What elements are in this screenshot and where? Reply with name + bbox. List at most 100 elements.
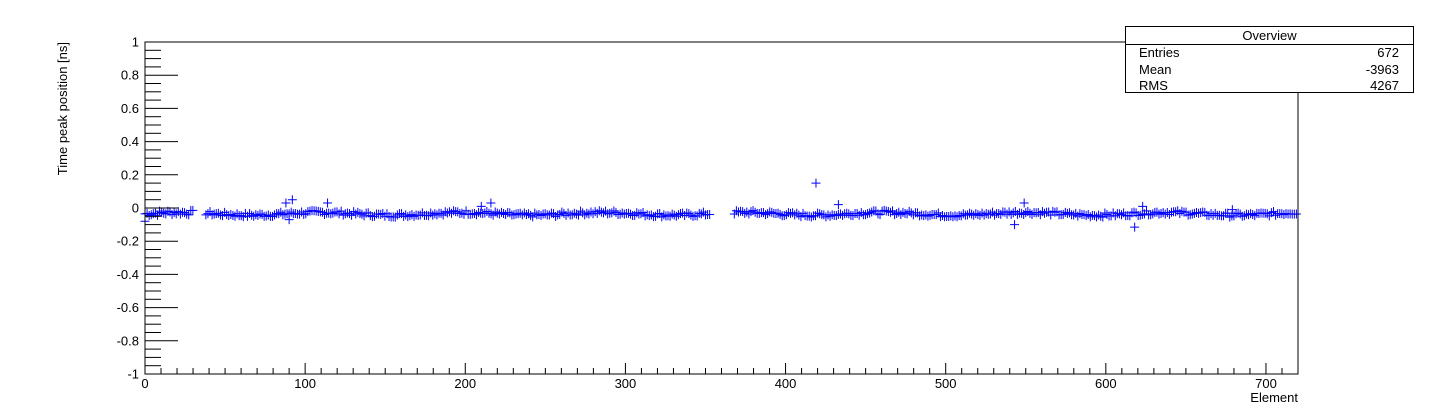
data-point bbox=[426, 208, 436, 218]
data-point bbox=[1114, 209, 1124, 219]
data-point bbox=[686, 210, 696, 220]
y-tick-label: 0.4 bbox=[121, 134, 139, 149]
data-point bbox=[1250, 211, 1260, 221]
data-point bbox=[1194, 208, 1204, 218]
data-point bbox=[323, 198, 333, 208]
data-point bbox=[806, 212, 816, 222]
data-points bbox=[140, 178, 1301, 232]
data-point bbox=[530, 208, 540, 218]
data-point bbox=[482, 207, 492, 217]
data-point bbox=[1010, 220, 1020, 230]
data-point bbox=[236, 211, 246, 221]
data-point bbox=[1237, 211, 1247, 221]
data-point bbox=[499, 208, 509, 218]
data-point bbox=[811, 178, 821, 188]
data-point bbox=[232, 209, 242, 219]
data-point bbox=[879, 205, 889, 215]
data-point bbox=[815, 209, 825, 219]
data-point bbox=[860, 210, 870, 220]
data-point bbox=[865, 208, 875, 218]
data-point bbox=[1017, 208, 1027, 218]
data-point bbox=[923, 211, 933, 221]
data-point bbox=[1069, 210, 1079, 220]
data-point bbox=[1064, 208, 1074, 218]
data-point bbox=[898, 207, 908, 217]
data-point bbox=[867, 207, 877, 217]
stats-box: Overview Entries 672 Mean -3963 RMS 4267 bbox=[1125, 26, 1414, 93]
data-point bbox=[576, 206, 586, 216]
stats-label: RMS bbox=[1139, 78, 1168, 93]
data-point bbox=[471, 210, 481, 220]
data-point bbox=[342, 208, 352, 218]
data-point bbox=[908, 210, 918, 220]
data-point bbox=[979, 210, 989, 220]
data-point bbox=[457, 208, 467, 218]
data-point bbox=[669, 210, 679, 220]
data-point bbox=[453, 207, 463, 217]
data-point bbox=[1027, 209, 1037, 219]
data-point bbox=[925, 210, 935, 220]
x-tick-label: 700 bbox=[1255, 376, 1277, 391]
data-point bbox=[673, 210, 683, 220]
data-point bbox=[476, 201, 486, 211]
stats-value: 672 bbox=[1377, 45, 1399, 60]
data-point bbox=[157, 207, 167, 217]
data-point bbox=[332, 207, 342, 217]
data-point bbox=[607, 208, 617, 218]
x-tick-label: 400 bbox=[775, 376, 797, 391]
data-point bbox=[1185, 210, 1195, 220]
data-point bbox=[276, 207, 286, 217]
data-point bbox=[646, 210, 656, 220]
x-axis-ticks: 0 100 200 300 400 500 600 700 bbox=[141, 363, 1299, 391]
data-point bbox=[692, 211, 702, 221]
data-point bbox=[657, 212, 667, 222]
data-point bbox=[1094, 210, 1104, 220]
data-point bbox=[1269, 207, 1278, 217]
data-point bbox=[1187, 209, 1197, 219]
data-point bbox=[758, 208, 768, 218]
x-tick-label: 300 bbox=[615, 376, 637, 391]
data-point bbox=[338, 210, 348, 220]
data-point bbox=[885, 207, 895, 217]
data-point bbox=[821, 212, 831, 222]
data-point bbox=[892, 208, 902, 218]
data-point bbox=[281, 198, 291, 208]
data-point bbox=[1058, 209, 1068, 219]
data-point bbox=[369, 211, 379, 221]
data-point bbox=[1146, 210, 1156, 220]
data-point bbox=[1210, 208, 1220, 218]
data-point bbox=[188, 205, 198, 215]
data-point bbox=[484, 208, 494, 218]
data-point bbox=[159, 208, 169, 218]
data-point bbox=[833, 200, 843, 210]
y-tick-label: -0.8 bbox=[117, 333, 139, 348]
data-point bbox=[1171, 207, 1181, 217]
data-point bbox=[569, 208, 579, 218]
data-point bbox=[994, 209, 1004, 219]
data-point bbox=[952, 212, 962, 222]
x-tick-label: 500 bbox=[935, 376, 957, 391]
data-point bbox=[449, 206, 459, 216]
data-point bbox=[1291, 209, 1301, 219]
data-point bbox=[1062, 208, 1072, 218]
y-tick-label: -1 bbox=[127, 367, 139, 382]
data-point bbox=[509, 210, 519, 220]
data-point bbox=[1177, 206, 1187, 216]
data-point bbox=[825, 211, 835, 221]
y-tick-label: -0.2 bbox=[117, 234, 139, 249]
data-point bbox=[544, 210, 554, 220]
data-point bbox=[781, 210, 791, 220]
data-point bbox=[347, 210, 357, 220]
data-point bbox=[287, 195, 297, 205]
data-point bbox=[596, 207, 606, 217]
data-point bbox=[353, 207, 363, 217]
stats-row-entries: Entries 672 bbox=[1126, 45, 1413, 62]
data-point bbox=[705, 209, 715, 219]
data-point bbox=[644, 211, 654, 221]
data-point bbox=[659, 210, 669, 220]
data-point bbox=[888, 206, 898, 216]
data-point bbox=[973, 210, 983, 220]
data-point bbox=[505, 208, 515, 218]
data-point bbox=[931, 210, 941, 220]
